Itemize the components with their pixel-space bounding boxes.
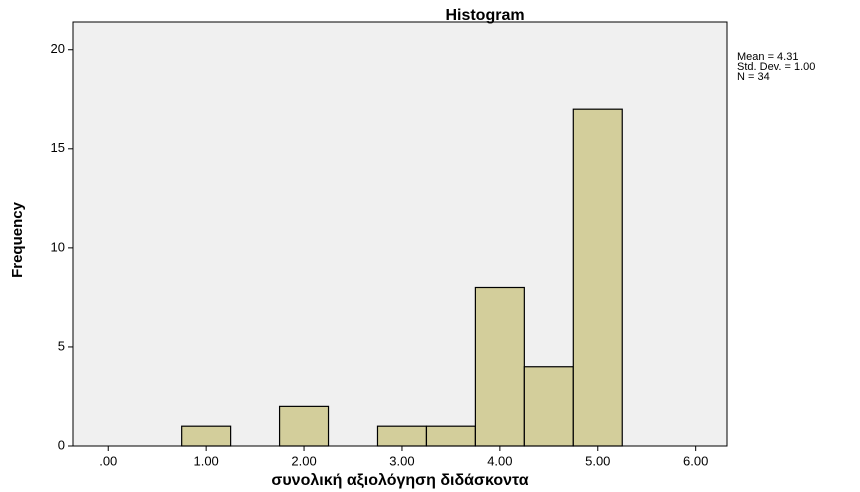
x-tick-label: 4.00 — [487, 453, 512, 468]
y-tick-label: 20 — [51, 41, 65, 56]
stat-label: Mean = 4.31 — [737, 51, 798, 63]
y-tick-label: 15 — [51, 140, 65, 155]
bar — [376, 425, 428, 447]
stat-label: Std. Dev. = 1.00 — [737, 61, 815, 73]
x-tick-label: 3.00 — [389, 453, 414, 468]
y-axis-label: Frequency — [9, 201, 26, 278]
x-tick-label: 6.00 — [683, 453, 708, 468]
x-tick-label: 2.00 — [291, 453, 316, 468]
y-tick-label: 0 — [58, 437, 65, 452]
bar — [181, 425, 232, 447]
x-tick-label: 5.00 — [585, 453, 610, 468]
x-tick-label: .00 — [99, 453, 117, 468]
bar — [278, 405, 330, 447]
stat-label: N = 34 — [737, 71, 770, 83]
plot-area — [72, 21, 728, 447]
bar — [523, 366, 574, 447]
bar — [425, 425, 476, 447]
x-axis-label: συνολική αξιολόγηση διδάσκοντα — [271, 472, 528, 489]
y-tick-label: 5 — [58, 338, 65, 353]
x-tick-label: 1.00 — [193, 453, 218, 468]
bar — [572, 108, 623, 447]
bar — [474, 286, 525, 447]
y-tick-label: 10 — [51, 239, 65, 254]
chart-title: Histogram — [445, 7, 524, 24]
